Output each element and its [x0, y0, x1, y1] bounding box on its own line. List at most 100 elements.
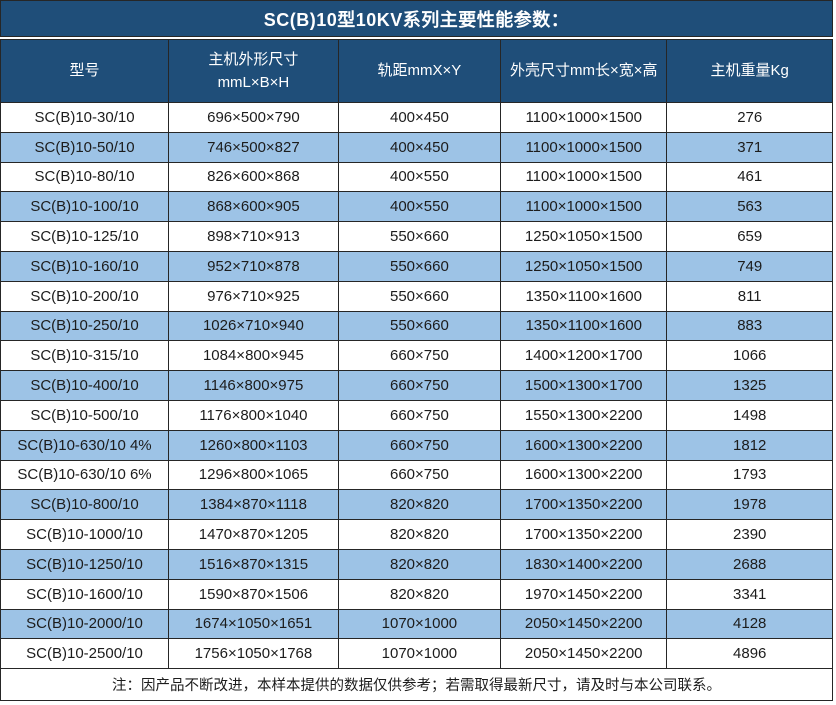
cell-weight: 4896: [666, 638, 833, 670]
cell-shell-size: 2050×1450×2200: [500, 638, 668, 670]
footer-row: 注：因产品不断改进，本样本提供的数据仅供参考；若需取得最新尺寸，请及时与本公司联…: [0, 668, 833, 702]
table-row: SC(B)10-315/10 1084×800×945 660×750 1400×12…: [0, 340, 833, 372]
cell-weight: 1325: [666, 370, 833, 401]
cell-shell-size: 1100×1000×1500: [500, 102, 668, 133]
col-header-rail-gauge: 轨距mmX×Y: [337, 39, 502, 103]
table-row: SC(B)10-500/10 1176×800×1040 660×750 1550×1…: [0, 399, 833, 431]
cell-weight: 4128: [666, 608, 833, 640]
cell-shell-size: 1250×1050×1500: [500, 221, 668, 252]
cell-rail-gauge: 660×750: [337, 399, 502, 431]
cell-rail-gauge: 820×820: [337, 489, 502, 521]
cell-model: SC(B)10-800/10: [0, 489, 170, 521]
cell-model: SC(B)10-315/10: [0, 340, 170, 372]
cell-model: SC(B)10-500/10: [0, 399, 170, 431]
spec-table: 型号 主机外形尺寸 mmL×B×H 轨距mmX×Y 外壳尺寸mm长×宽×高 主机…: [0, 39, 833, 702]
cell-shell-size: 1600×1300×2200: [500, 429, 668, 461]
cell-main-dimensions: 696×500×790: [168, 102, 339, 133]
cell-weight: 659: [666, 221, 833, 252]
cell-model: SC(B)10-125/10: [0, 221, 170, 252]
page-title: SC(B)10型10KV系列主要性能参数：: [0, 0, 833, 37]
cell-weight: 3341: [666, 578, 833, 610]
cell-shell-size: 1100×1000×1500: [500, 131, 668, 163]
cell-model: SC(B)10-1000/10: [0, 519, 170, 550]
cell-main-dimensions: 1674×1050×1651: [168, 608, 339, 640]
cell-model: SC(B)10-200/10: [0, 280, 170, 312]
table-row: SC(B)10-1250/10 1516×870×1315 820×820 1830×…: [0, 548, 833, 580]
cell-model: SC(B)10-50/10: [0, 131, 170, 163]
table-row: SC(B)10-80/10 826×600×868 400×550 1100×1000…: [0, 161, 833, 193]
cell-rail-gauge: 1070×1000: [337, 608, 502, 640]
table-row: SC(B)10-800/10 1384×870×1118 820×820 1700×1…: [0, 489, 833, 521]
cell-main-dimensions: 1026×710×940: [168, 310, 339, 342]
col-header-model: 型号: [0, 39, 170, 103]
cell-shell-size: 2050×1450×2200: [500, 608, 668, 640]
cell-weight: 371: [666, 131, 833, 163]
cell-main-dimensions: 1296×800×1065: [168, 459, 339, 491]
table-row: SC(B)10-125/10 898×710×913 550×660 1250×105…: [0, 221, 833, 252]
cell-main-dimensions: 1146×800×975: [168, 370, 339, 401]
cell-rail-gauge: 660×750: [337, 459, 502, 491]
cell-main-dimensions: 898×710×913: [168, 221, 339, 252]
cell-main-dimensions: 1590×870×1506: [168, 578, 339, 610]
col-header-main-dimensions-line1: 主机外形尺寸: [208, 50, 299, 68]
table-row: SC(B)10-160/10 952×710×878 550×660 1250×105…: [0, 250, 833, 282]
table-row: SC(B)10-30/10 696×500×790 400×450 1100×1000…: [0, 102, 833, 133]
cell-model: SC(B)10-100/10: [0, 191, 170, 223]
table-row: SC(B)10-50/10 746×500×827 400×450 1100×1000…: [0, 131, 833, 163]
cell-main-dimensions: 1260×800×1103: [168, 429, 339, 461]
cell-weight: 1793: [666, 459, 833, 491]
cell-model: SC(B)10-630/10 4%: [0, 429, 170, 461]
cell-weight: 883: [666, 310, 833, 342]
cell-model: SC(B)10-160/10: [0, 250, 170, 282]
table-row: SC(B)10-200/10 976×710×925 550×660 1350×110…: [0, 280, 833, 312]
cell-rail-gauge: 550×660: [337, 280, 502, 312]
cell-rail-gauge: 1070×1000: [337, 638, 502, 670]
cell-main-dimensions: 868×600×905: [168, 191, 339, 223]
cell-main-dimensions: 1084×800×945: [168, 340, 339, 372]
cell-shell-size: 1500×1300×1700: [500, 370, 668, 401]
table-header: 型号 主机外形尺寸 mmL×B×H 轨距mmX×Y 外壳尺寸mm长×宽×高 主机…: [0, 39, 833, 103]
cell-rail-gauge: 550×660: [337, 310, 502, 342]
cell-model: SC(B)10-1250/10: [0, 548, 170, 580]
cell-weight: 811: [666, 280, 833, 312]
cell-main-dimensions: 826×600×868: [168, 161, 339, 193]
cell-shell-size: 1100×1000×1500: [500, 191, 668, 223]
table-row: SC(B)10-1600/10 1590×870×1506 820×820 1970×…: [0, 578, 833, 610]
cell-main-dimensions: 952×710×878: [168, 250, 339, 282]
cell-weight: 749: [666, 250, 833, 282]
cell-model: SC(B)10-630/10 6%: [0, 459, 170, 491]
cell-weight: 1812: [666, 429, 833, 461]
cell-rail-gauge: 400×450: [337, 102, 502, 133]
cell-rail-gauge: 550×660: [337, 221, 502, 252]
table-row: SC(B)10-250/10 1026×710×940 550×660 1350×11…: [0, 310, 833, 342]
cell-rail-gauge: 660×750: [337, 340, 502, 372]
cell-main-dimensions: 1384×870×1118: [168, 489, 339, 521]
table-body: SC(B)10-30/10 696×500×790 400×450 1100×1000…: [0, 102, 833, 670]
table-row: SC(B)10-630/10 6% 1296×800×1065 660×750 160…: [0, 459, 833, 491]
col-header-model-label: 型号: [69, 62, 100, 80]
cell-rail-gauge: 400×550: [337, 161, 502, 193]
cell-shell-size: 1100×1000×1500: [500, 161, 668, 193]
cell-shell-size: 1350×1100×1600: [500, 280, 668, 312]
cell-shell-size: 1550×1300×2200: [500, 399, 668, 431]
cell-main-dimensions: 976×710×925: [168, 280, 339, 312]
cell-weight: 563: [666, 191, 833, 223]
col-header-main-dimensions-line2: mmL×B×H: [217, 74, 290, 91]
cell-weight: 2688: [666, 548, 833, 580]
col-header-main-dimensions: 主机外形尺寸 mmL×B×H: [168, 39, 339, 103]
cell-rail-gauge: 400×550: [337, 191, 502, 223]
cell-model: SC(B)10-400/10: [0, 370, 170, 401]
table-footer: 注：因产品不断改进，本样本提供的数据仅供参考；若需取得最新尺寸，请及时与本公司联…: [0, 668, 833, 702]
table-row: SC(B)10-2500/10 1756×1050×1768 1070×1000 20…: [0, 638, 833, 670]
footer-note: 注：因产品不断改进，本样本提供的数据仅供参考；若需取得最新尺寸，请及时与本公司联…: [0, 668, 833, 702]
cell-model: SC(B)10-80/10: [0, 161, 170, 193]
cell-rail-gauge: 550×660: [337, 250, 502, 282]
cell-weight: 1066: [666, 340, 833, 372]
col-header-shell-size-label: 外壳尺寸mm长×宽×高: [509, 62, 658, 80]
cell-model: SC(B)10-1600/10: [0, 578, 170, 610]
cell-weight: 276: [666, 102, 833, 133]
col-header-rail-gauge-label: 轨距mmX×Y: [377, 62, 462, 80]
cell-weight: 461: [666, 161, 833, 193]
col-header-weight: 主机重量Kg: [666, 39, 833, 103]
